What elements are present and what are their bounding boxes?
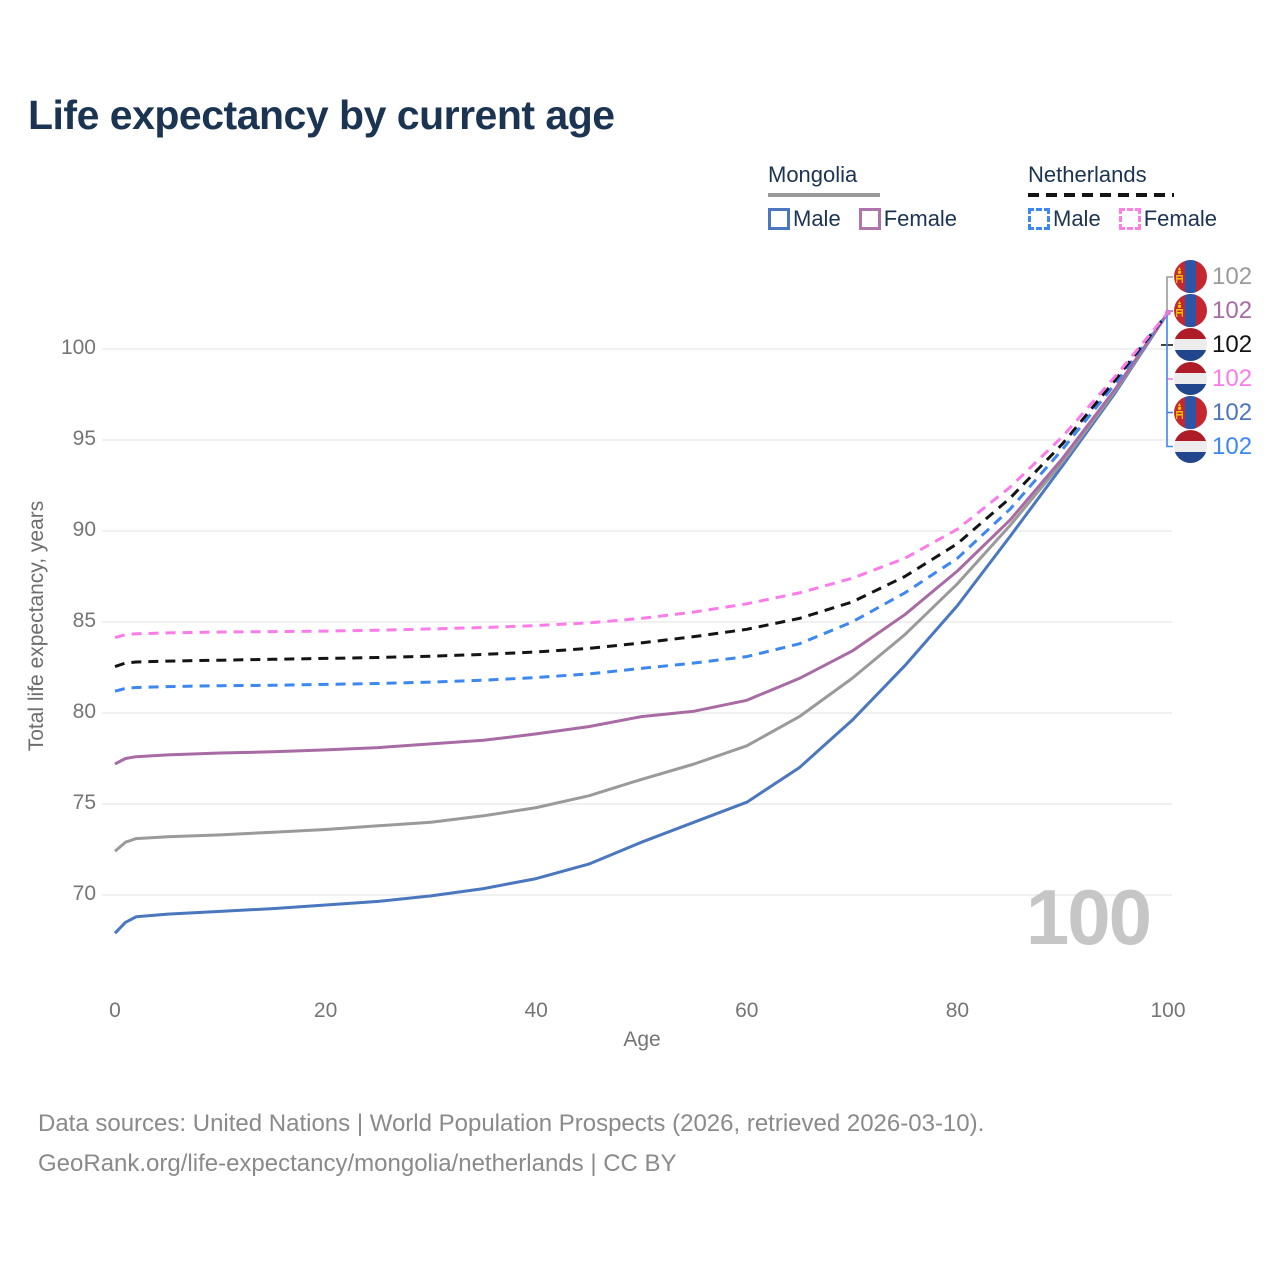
x-tick-label: 100 [1150, 999, 1186, 1022]
x-tick-label: 80 [945, 999, 970, 1022]
end-label-netherlands-male: 102 [1174, 430, 1252, 463]
y-tick-label: 80 [72, 700, 96, 723]
end-value: 102 [1212, 398, 1253, 426]
legend-entry-netherlands-male[interactable]: Male [1028, 206, 1115, 232]
y-tick-label: 90 [72, 518, 96, 541]
netherlands-flag-icon [1174, 362, 1207, 395]
y-tick-label: 75 [72, 791, 96, 814]
end-label-mongolia-female: 102 [1174, 294, 1252, 327]
legend-label-netherlands-female: Female [1143, 206, 1218, 231]
end-value: 102 [1212, 296, 1253, 324]
mongolia-flag-icon [1174, 294, 1207, 327]
legend-entry-mongolia-male[interactable]: Male [768, 206, 855, 232]
end-label-netherlands-female: 102 [1174, 362, 1252, 395]
series-line-netherlands-male [114, 311, 1170, 693]
attribution-text: GeoRank.org/life-expectancy/mongolia/net… [38, 1150, 677, 1177]
x-axis-title: Age [623, 1028, 661, 1051]
series-line-netherlands-both-sexes [114, 311, 1170, 669]
page-title: Life expectancy by current age [28, 92, 615, 138]
end-label-mongolia-male: 102 [1174, 396, 1252, 429]
age-counter-watermark: 100 [1025, 873, 1152, 961]
mongolia-female-swatch-icon [858, 208, 881, 230]
mongolia-male-swatch-icon [768, 208, 790, 230]
data-sources-text: Data sources: United Nations | World Pop… [38, 1110, 985, 1137]
y-tick-label: 70 [72, 882, 96, 905]
end-value: 102 [1212, 262, 1253, 290]
mongolia-flag-icon [1174, 260, 1207, 293]
netherlands-flag-icon [1174, 328, 1207, 361]
series-line-mongolia-male [113, 311, 1170, 935]
mongolia-flag-icon [1174, 396, 1207, 429]
legend-label-mongolia-male: Male [793, 206, 841, 231]
convergence-point [1165, 309, 1171, 316]
legend-underline-netherlands-dashed [1028, 193, 1174, 197]
legend-entry-mongolia-female[interactable]: Female [858, 206, 971, 232]
legend-country-mongolia[interactable]: Mongolia [768, 162, 858, 187]
legend-label-mongolia-female: Female [883, 206, 958, 231]
end-value: 102 [1212, 432, 1253, 460]
y-tick-label: 100 [60, 336, 96, 359]
legend-country-netherlands[interactable]: Netherlands [1028, 162, 1147, 187]
netherlands-female-swatch-icon [1118, 208, 1141, 230]
end-label-netherlands-both: 102 [1174, 328, 1252, 361]
legend-group-mongolia: Mongolia Male Female [768, 162, 971, 232]
end-label-connector [1166, 312, 1173, 448]
x-tick-label: 60 [735, 999, 759, 1022]
legend-label-netherlands-male: Male [1053, 206, 1101, 231]
end-value: 102 [1212, 330, 1253, 358]
end-value: 102 [1212, 364, 1253, 392]
y-tick-label: 95 [72, 427, 96, 450]
legend-group-netherlands: Netherlands Male Female [1028, 162, 1231, 232]
y-tick-label: 85 [72, 609, 96, 632]
end-label-connector [1166, 276, 1173, 313]
end-label-mongolia-both: 102 [1174, 260, 1252, 293]
series-line-netherlands-female [114, 311, 1170, 639]
x-tick-label: 40 [524, 999, 548, 1022]
legend-entry-netherlands-female[interactable]: Female [1118, 206, 1231, 232]
series-line-mongolia-both-sexes [114, 311, 1170, 853]
netherlands-flag-icon [1174, 430, 1207, 463]
netherlands-male-swatch-icon [1028, 208, 1050, 230]
legend-underline-mongolia-solid [768, 193, 880, 197]
series-line-mongolia-female [114, 311, 1170, 766]
x-tick-label: 0 [109, 999, 121, 1022]
x-tick-label: 20 [313, 999, 338, 1022]
